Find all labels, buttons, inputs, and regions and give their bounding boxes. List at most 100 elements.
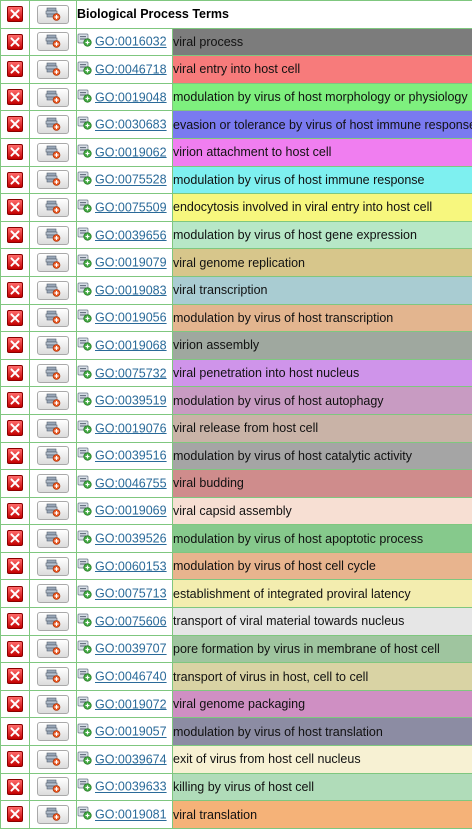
go-term-add-icon[interactable] [77, 475, 92, 492]
delete-icon[interactable] [7, 419, 23, 436]
delete-icon[interactable] [7, 309, 23, 326]
add-to-basket-button[interactable] [37, 611, 69, 631]
go-term-add-icon[interactable] [77, 337, 92, 354]
go-id-link[interactable]: GO:0075528 [95, 172, 167, 187]
go-id-link[interactable]: GO:0019072 [95, 697, 167, 712]
delete-icon[interactable] [7, 392, 23, 409]
go-term-add-icon[interactable] [77, 199, 92, 216]
go-term-add-icon[interactable] [77, 585, 92, 602]
delete-icon[interactable] [7, 88, 23, 105]
go-id-link[interactable]: GO:0019079 [95, 255, 167, 270]
go-term-add-icon[interactable] [77, 751, 92, 768]
go-term-add-icon[interactable] [77, 89, 92, 106]
go-term-add-icon[interactable] [77, 420, 92, 437]
delete-icon[interactable] [7, 447, 23, 464]
go-term-add-icon[interactable] [77, 640, 92, 657]
go-term-add-icon[interactable] [77, 806, 92, 823]
go-id-link[interactable]: GO:0039526 [95, 531, 167, 546]
go-id-link[interactable]: GO:0019081 [95, 807, 167, 822]
add-to-basket-button[interactable] [37, 170, 69, 190]
delete-icon[interactable] [7, 530, 23, 547]
delete-icon[interactable] [7, 199, 23, 216]
add-to-basket-button[interactable] [37, 225, 69, 245]
delete-icon[interactable] [7, 668, 23, 685]
go-id-link[interactable]: GO:0039656 [95, 228, 167, 243]
go-id-link[interactable]: GO:0019083 [95, 283, 167, 298]
delete-icon[interactable] [7, 778, 23, 795]
go-id-link[interactable]: GO:0060153 [95, 559, 167, 574]
add-to-basket-button[interactable] [37, 391, 69, 411]
add-to-basket-button[interactable] [37, 253, 69, 273]
add-to-basket-button[interactable] [37, 142, 69, 162]
go-id-link[interactable]: GO:0019068 [95, 338, 167, 353]
go-id-link[interactable]: GO:0046718 [95, 62, 167, 77]
add-to-basket-button[interactable] [37, 87, 69, 107]
delete-icon[interactable] [7, 751, 23, 768]
go-id-link[interactable]: GO:0075606 [95, 614, 167, 629]
go-id-link[interactable]: GO:0019048 [95, 90, 167, 105]
go-id-link[interactable]: GO:0075509 [95, 200, 167, 215]
go-id-link[interactable]: GO:0039633 [95, 779, 167, 794]
delete-icon[interactable] [7, 61, 23, 78]
add-to-basket-button[interactable] [37, 446, 69, 466]
go-term-add-icon[interactable] [77, 778, 92, 795]
go-term-add-icon[interactable] [77, 61, 92, 78]
go-term-add-icon[interactable] [77, 116, 92, 133]
go-id-link[interactable]: GO:0019062 [95, 145, 167, 160]
go-id-link[interactable]: GO:0039519 [95, 393, 167, 408]
go-term-add-icon[interactable] [77, 558, 92, 575]
add-to-basket-button[interactable] [37, 473, 69, 493]
delete-icon[interactable] [7, 502, 23, 519]
go-term-add-icon[interactable] [77, 502, 92, 519]
delete-icon[interactable] [7, 364, 23, 381]
delete-icon[interactable] [7, 171, 23, 188]
go-term-add-icon[interactable] [77, 668, 92, 685]
delete-icon[interactable] [7, 640, 23, 657]
delete-icon[interactable] [7, 585, 23, 602]
add-to-basket-button[interactable] [37, 418, 69, 438]
delete-icon[interactable] [7, 557, 23, 574]
add-to-basket-button[interactable] [37, 4, 69, 24]
add-to-basket-button[interactable] [37, 335, 69, 355]
delete-icon[interactable] [7, 226, 23, 243]
add-to-basket-button[interactable] [37, 115, 69, 135]
delete-icon[interactable] [7, 475, 23, 492]
delete-icon[interactable] [7, 116, 23, 133]
go-id-link[interactable]: GO:0016032 [95, 34, 167, 49]
go-id-link[interactable]: GO:0030683 [95, 117, 167, 132]
go-id-link[interactable]: GO:0046755 [95, 476, 167, 491]
delete-icon[interactable] [7, 282, 23, 298]
delete-icon[interactable] [7, 144, 23, 161]
delete-icon[interactable] [7, 254, 23, 271]
add-to-basket-button[interactable] [37, 529, 69, 549]
add-to-basket-button[interactable] [37, 749, 69, 769]
go-term-add-icon[interactable] [77, 613, 92, 630]
go-term-add-icon[interactable] [77, 144, 92, 161]
go-term-add-icon[interactable] [77, 447, 92, 464]
add-to-basket-button[interactable] [37, 722, 69, 742]
delete-icon[interactable] [7, 695, 23, 712]
go-term-add-icon[interactable] [77, 530, 92, 547]
delete-icon[interactable] [7, 806, 23, 823]
delete-icon[interactable] [7, 337, 23, 354]
delete-icon[interactable] [7, 723, 23, 740]
go-term-add-icon[interactable] [77, 33, 92, 50]
go-term-add-icon[interactable] [77, 171, 92, 188]
add-to-basket-button[interactable] [37, 59, 69, 79]
add-to-basket-button[interactable] [37, 584, 69, 604]
add-to-basket-button[interactable] [37, 197, 69, 217]
go-term-add-icon[interactable] [77, 309, 92, 326]
go-id-link[interactable]: GO:0075732 [95, 366, 167, 381]
go-term-add-icon[interactable] [77, 282, 92, 299]
add-to-basket-button[interactable] [37, 363, 69, 383]
add-to-basket-button[interactable] [37, 280, 69, 300]
go-id-link[interactable]: GO:0019057 [95, 724, 167, 739]
add-to-basket-button[interactable] [37, 639, 69, 659]
go-id-link[interactable]: GO:0019069 [95, 503, 167, 518]
go-id-link[interactable]: GO:0019056 [95, 310, 167, 325]
go-id-link[interactable]: GO:0039674 [95, 752, 167, 767]
go-id-link[interactable]: GO:0019076 [95, 421, 167, 436]
go-id-link[interactable]: GO:0046740 [95, 669, 167, 684]
go-term-add-icon[interactable] [77, 723, 92, 740]
add-to-basket-button[interactable] [37, 777, 69, 797]
